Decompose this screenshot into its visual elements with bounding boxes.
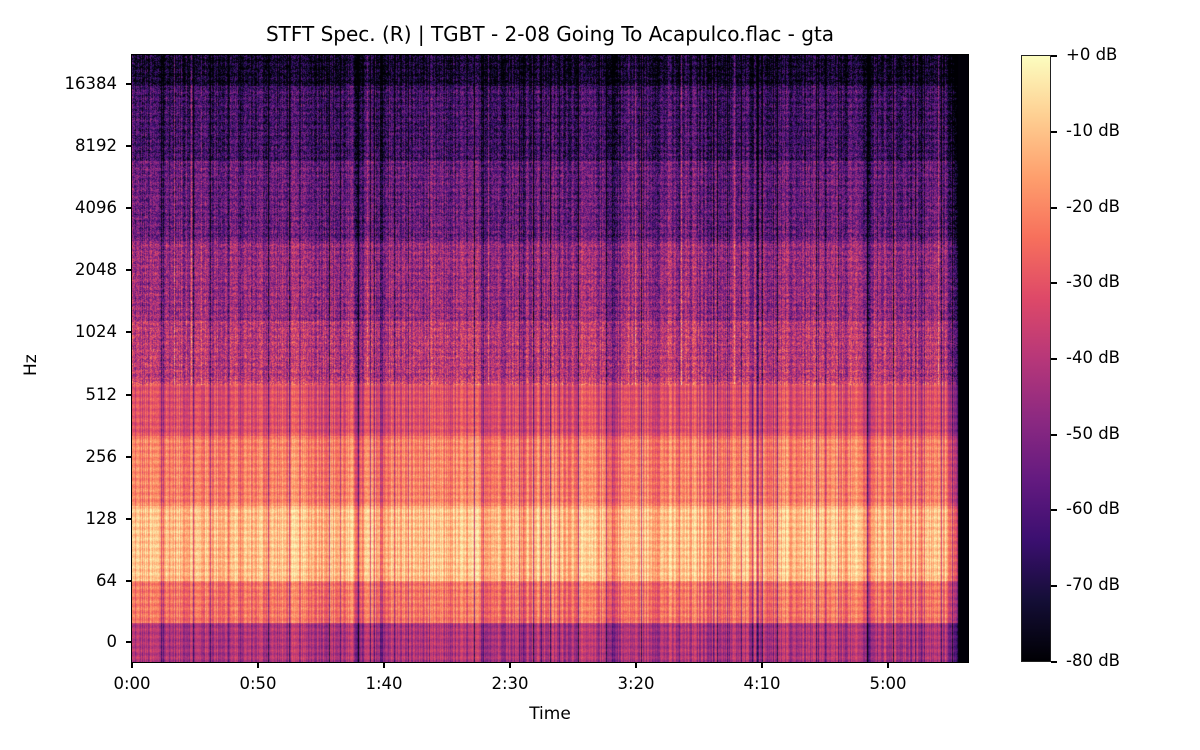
- y-tick-mark: [126, 456, 132, 458]
- colorbar-tick-mark: [1051, 55, 1057, 57]
- y-tick-label: 1024: [75, 322, 117, 341]
- y-tick-label: 64: [96, 571, 117, 590]
- y-tick-label: 128: [85, 509, 118, 528]
- y-tick-mark: [126, 518, 132, 520]
- colorbar-tick-label: -40 dB: [1066, 348, 1120, 367]
- colorbar-tick-mark: [1051, 434, 1057, 436]
- x-tick-mark: [257, 662, 259, 668]
- y-tick-label: 8192: [75, 136, 117, 155]
- x-tick-mark: [635, 662, 637, 668]
- y-tick-mark: [126, 145, 132, 147]
- x-tick-mark: [131, 662, 133, 668]
- colorbar: [1021, 55, 1051, 662]
- colorbar-tick-mark: [1051, 358, 1057, 360]
- y-tick-label: 4096: [75, 198, 117, 217]
- x-tick-label: 0:00: [113, 674, 151, 693]
- x-tick-label: 2:30: [491, 674, 529, 693]
- x-tick-label: 0:50: [239, 674, 277, 693]
- colorbar-tick-label: -20 dB: [1066, 197, 1120, 216]
- y-tick-mark: [126, 331, 132, 333]
- x-axis-title: Time: [529, 704, 571, 724]
- colorbar-tick-label: -50 dB: [1066, 424, 1120, 443]
- colorbar-tick-mark: [1051, 207, 1057, 209]
- y-tick-label: 16384: [64, 74, 118, 93]
- colorbar-tick-mark: [1051, 585, 1057, 587]
- colorbar-tick-mark: [1051, 661, 1057, 663]
- x-tick-label: 5:00: [869, 674, 907, 693]
- chart-title: STFT Spec. (R) | TGBT - 2-08 Going To Ac…: [265, 22, 835, 46]
- x-tick-mark: [383, 662, 385, 668]
- y-tick-label: 0: [106, 632, 118, 651]
- y-tick-mark: [126, 641, 132, 643]
- x-tick-label: 1:40: [365, 674, 403, 693]
- colorbar-tick-label: -70 dB: [1066, 575, 1120, 594]
- y-tick-label: 512: [85, 385, 118, 404]
- colorbar-tick-label: +0 dB: [1066, 45, 1118, 64]
- colorbar-tick-label: -60 dB: [1066, 499, 1120, 518]
- y-tick-mark: [126, 207, 132, 209]
- colorbar-tick-label: -10 dB: [1066, 121, 1120, 140]
- colorbar-tick-mark: [1051, 131, 1057, 133]
- colorbar-tick-mark: [1051, 509, 1057, 511]
- y-tick-mark: [126, 580, 132, 582]
- spectrogram-image: [132, 55, 968, 662]
- y-tick-mark: [126, 83, 132, 85]
- x-tick-label: 3:20: [617, 674, 655, 693]
- colorbar-tick-mark: [1051, 282, 1057, 284]
- colorbar-tick-label: -80 dB: [1066, 651, 1120, 670]
- y-axis-title: Hz: [21, 354, 41, 376]
- x-tick-mark: [761, 662, 763, 668]
- spectrogram-plot-area: [132, 55, 968, 662]
- colorbar-tick-label: -30 dB: [1066, 272, 1120, 291]
- y-tick-mark: [126, 394, 132, 396]
- y-tick-label: 2048: [75, 260, 117, 279]
- y-tick-mark: [126, 269, 132, 271]
- x-tick-mark: [509, 662, 511, 668]
- y-tick-label: 256: [85, 447, 118, 466]
- x-tick-mark: [887, 662, 889, 668]
- x-tick-label: 4:10: [743, 674, 781, 693]
